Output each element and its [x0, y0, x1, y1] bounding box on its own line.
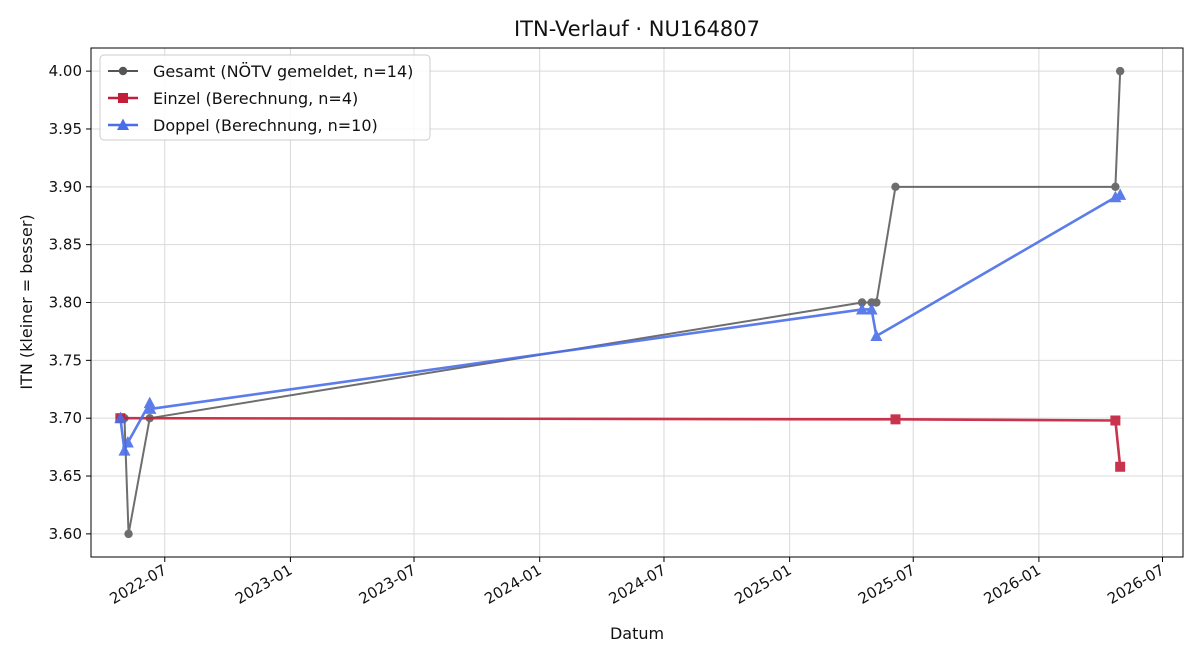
series-2-point [870, 329, 883, 342]
legend-label: Einzel (Berechnung, n=4) [153, 89, 358, 108]
legend-swatch-marker [117, 118, 129, 130]
legend-item-0: Gesamt (NÖTV gemeldet, n=14) [108, 62, 413, 81]
series-2-point [143, 396, 156, 409]
series-1-point [1115, 461, 1126, 472]
x-tick-label: 2025-01 [731, 561, 794, 608]
chart-title: ITN-Verlauf · NU164807 [514, 17, 760, 41]
y-tick-label: 3.65 [49, 467, 82, 485]
series-2-point [144, 402, 157, 414]
series-2-point [856, 302, 869, 315]
y-tick-label: 4.00 [49, 62, 82, 80]
legend-swatch-marker [118, 66, 128, 76]
series-0-point [872, 298, 881, 307]
series-1 [115, 413, 1126, 472]
series-2-point [865, 302, 878, 315]
y-tick-label: 3.60 [49, 525, 82, 543]
series-0-point [857, 298, 867, 307]
series-2-point [114, 411, 127, 424]
axis-ticks: 2022-07 2023-01 2023-07 2024-01 2024-07 2025-… [49, 62, 1168, 608]
y-tick-label: 3.70 [49, 409, 82, 427]
series-1-point [1110, 415, 1121, 426]
y-tick-label: 3.80 [49, 294, 82, 312]
y-tick-label: 3.90 [49, 178, 82, 196]
x-axis-label: Datum [610, 624, 664, 643]
series-2-line [119, 193, 1121, 452]
series-0-point [891, 182, 900, 192]
series-0-point [124, 529, 133, 539]
x-tick-label: 2026-07 [1104, 561, 1167, 608]
series-2 [114, 188, 1127, 456]
y-tick-label: 3.85 [49, 236, 82, 254]
series-2-point [1114, 188, 1127, 200]
y-axis-label: ITN (kleiner = besser) [17, 214, 36, 389]
x-tick-label: 2022-07 [106, 561, 169, 608]
legend: Gesamt (NÖTV gemeldet, n=14) Einzel (Bere… [99, 54, 431, 141]
legend-label: Doppel (Berechnung, n=10) [153, 116, 378, 135]
x-tick-label: 2024-07 [606, 561, 669, 608]
series-0-line [120, 71, 1122, 535]
legend-label: Gesamt (NÖTV gemeldet, n=14) [153, 62, 413, 81]
x-tick-label: 2026-01 [981, 561, 1044, 608]
legend-swatch-marker [118, 93, 128, 103]
legend-item-1: Einzel (Berechnung, n=4) [108, 89, 358, 108]
x-tick-label: 2024-01 [481, 561, 544, 608]
x-tick-label: 2023-07 [356, 561, 419, 608]
x-tick-label: 2025-07 [855, 561, 918, 608]
y-tick-label: 3.75 [49, 351, 82, 369]
series-layer [114, 66, 1127, 539]
series-1-line [120, 416, 1122, 467]
series-0-point [1115, 66, 1125, 76]
legend-item-2: Doppel (Berechnung, n=10) [108, 116, 378, 135]
x-tick-label: 2023-01 [232, 561, 295, 608]
series-0-point [1111, 182, 1120, 192]
series-2-point [118, 444, 131, 456]
series-1-point [890, 414, 901, 425]
series-2-point [121, 435, 134, 448]
legend-box [99, 54, 431, 141]
y-tick-label: 3.95 [49, 120, 82, 138]
